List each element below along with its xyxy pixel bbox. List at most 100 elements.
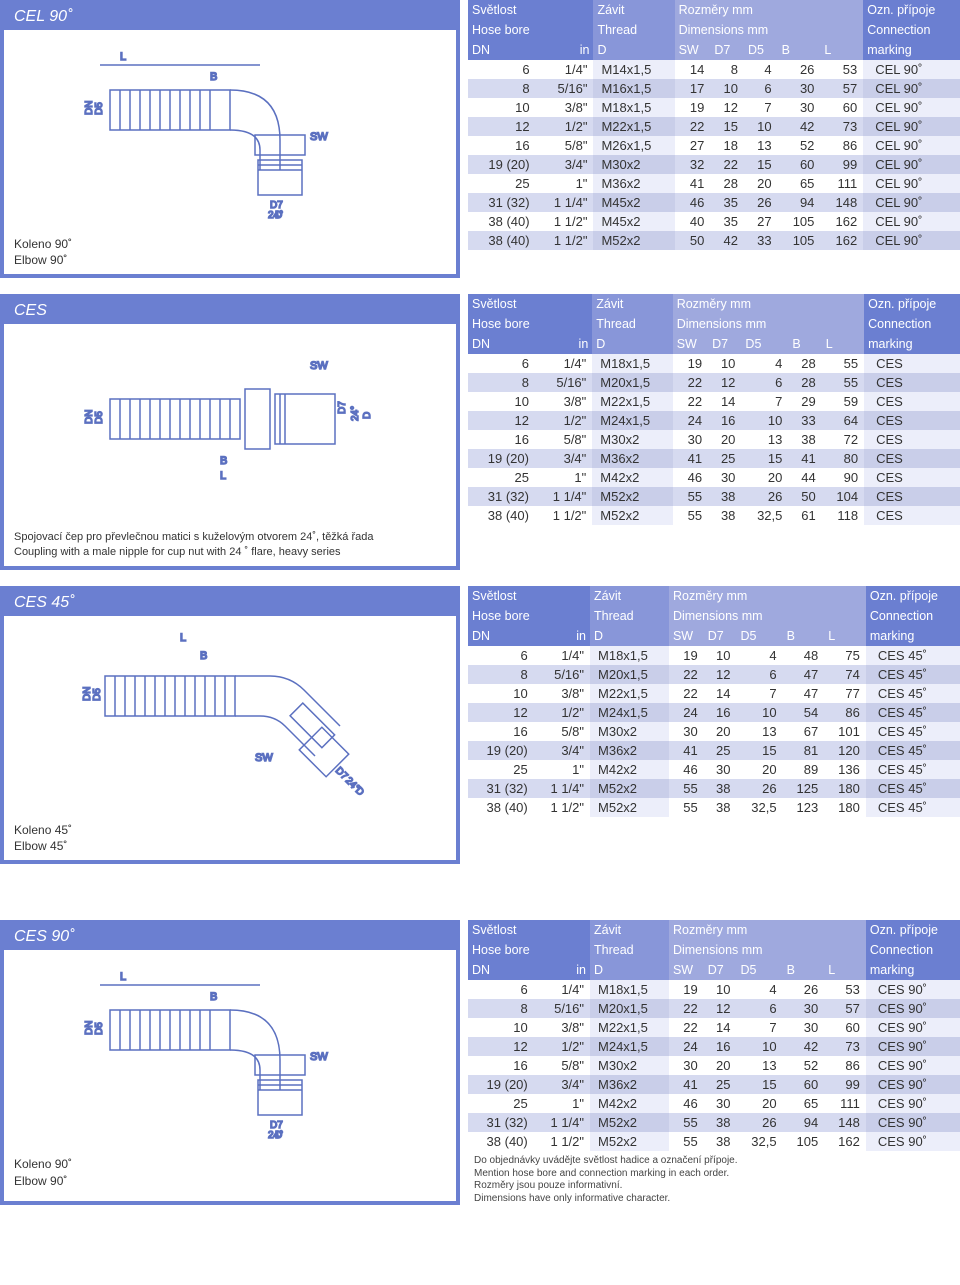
cell-in: 1 1/4"	[534, 1113, 590, 1132]
cell-d7: 15	[710, 117, 744, 136]
cell-thread: M36x2	[592, 449, 672, 468]
cell-in: 1/4"	[534, 646, 590, 665]
table-row: 31 (32)1 1/4"M45x246352694148CEL 90˚	[468, 193, 960, 212]
cell-d7: 14	[704, 684, 737, 703]
cell-sw: 30	[669, 1056, 704, 1075]
cell-sw: 55	[669, 798, 704, 817]
cell-sw: 22	[669, 684, 704, 703]
svg-text:B: B	[210, 991, 217, 1003]
svg-text:D7: D7	[337, 401, 348, 414]
cell-dn: 38 (40)	[468, 212, 536, 231]
hdr-l: L	[824, 626, 866, 646]
cell-marking: CES	[864, 430, 960, 449]
cell-d5: 15	[741, 449, 788, 468]
hdr-marking: marking	[866, 960, 960, 980]
cell-b: 47	[783, 684, 825, 703]
cell-l: 53	[820, 60, 863, 79]
diagram-panel: CEL 90˚LBSWD724°DDND5Koleno 90˚Elbow 90˚	[0, 0, 460, 278]
cell-d5: 32,5	[741, 506, 788, 525]
cell-marking: CES 45˚	[866, 703, 960, 722]
cell-l: 162	[820, 212, 863, 231]
cell-b: 33	[788, 411, 821, 430]
cell-marking: CES 90˚	[866, 1075, 960, 1094]
cell-dn: 12	[468, 703, 534, 722]
cell-dn: 12	[468, 117, 536, 136]
table-row: 38 (40)1 1/2"M52x2553832,561118CES	[468, 506, 960, 525]
cell-b: 28	[788, 354, 821, 373]
cell-dn: 31 (32)	[468, 487, 535, 506]
cell-d5: 4	[744, 60, 778, 79]
svg-text:B: B	[220, 455, 227, 467]
cell-d7: 38	[704, 798, 737, 817]
cell-thread: M52x2	[590, 1113, 669, 1132]
table-row: 85/16"M20x1,5221264774CES 45˚	[468, 665, 960, 684]
table-row: 31 (32)1 1/4"M52x255382694148CES 90˚	[468, 1113, 960, 1132]
cell-marking: CES 90˚	[866, 1018, 960, 1037]
cell-d5: 13	[744, 136, 778, 155]
cell-l: 53	[824, 980, 866, 999]
cell-dn: 10	[468, 684, 534, 703]
hdr-in: in	[536, 40, 594, 60]
cell-d7: 35	[710, 193, 744, 212]
cell-sw: 22	[669, 665, 704, 684]
cell-d5: 7	[736, 684, 782, 703]
cell-thread: M30x2	[593, 155, 674, 174]
cell-l: 148	[824, 1113, 866, 1132]
table-row: 38 (40)1 1/2"M45x2403527105162CEL 90˚	[468, 212, 960, 231]
table-row: 165/8"M26x1,52718135286CEL 90˚	[468, 136, 960, 155]
hdr-hose-cz: Světlost	[468, 294, 592, 314]
cell-l: 104	[822, 487, 864, 506]
cell-in: 3/8"	[535, 392, 592, 411]
cell-in: 5/16"	[534, 999, 590, 1018]
cell-l: 73	[820, 117, 863, 136]
cell-l: 86	[820, 136, 863, 155]
table-row: 121/2"M24x1,52416103364CES	[468, 411, 960, 430]
hdr-mark-cz: Ozn. přípoje	[866, 920, 960, 940]
cell-thread: M52x2	[590, 1132, 669, 1151]
cell-thread: M24x1,5	[590, 703, 669, 722]
hdr-d: D	[590, 626, 669, 646]
technical-drawing: LBSWD724°DDND5	[4, 616, 456, 816]
cell-sw: 19	[673, 354, 708, 373]
hdr-dims-cz: Rozměry mm	[669, 920, 866, 940]
cell-thread: M36x2	[590, 741, 669, 760]
table-row: 38 (40)1 1/2"M52x2504233105162CEL 90˚	[468, 231, 960, 250]
cell-l: 111	[824, 1094, 866, 1113]
cell-dn: 12	[468, 1037, 534, 1056]
cell-b: 60	[778, 155, 821, 174]
cell-d7: 30	[708, 468, 741, 487]
cell-b: 47	[783, 665, 825, 684]
cell-b: 94	[778, 193, 821, 212]
cell-sw: 41	[669, 1075, 704, 1094]
technical-drawing: LBSWD724°DDND5	[4, 950, 456, 1150]
hdr-dims-cz: Rozměry mm	[675, 0, 864, 20]
cell-d5: 13	[741, 430, 788, 449]
cell-sw: 19	[669, 646, 704, 665]
cell-d7: 25	[704, 741, 737, 760]
cell-in: 3/4"	[535, 449, 592, 468]
cell-b: 38	[788, 430, 821, 449]
cell-thread: M22x1,5	[593, 117, 674, 136]
hdr-mark-en: Connection	[866, 606, 960, 626]
cell-b: 28	[788, 373, 821, 392]
svg-text:SW: SW	[255, 752, 273, 764]
table-row: 19 (20)3/4"M36x24125154180CES	[468, 449, 960, 468]
hdr-l: L	[822, 334, 864, 354]
cell-b: 60	[783, 1075, 825, 1094]
hdr-in: in	[535, 334, 592, 354]
cell-d5: 6	[736, 999, 782, 1018]
hdr-dims-en: Dimensions mm	[673, 314, 864, 334]
cell-marking: CES 90˚	[866, 1113, 960, 1132]
svg-text:L: L	[180, 632, 186, 644]
hdr-l: L	[824, 960, 866, 980]
cell-l: 57	[824, 999, 866, 1018]
cell-in: 1"	[534, 1094, 590, 1113]
cell-d5: 10	[744, 117, 778, 136]
cell-dn: 38 (40)	[468, 506, 535, 525]
cell-thread: M22x1,5	[590, 684, 669, 703]
hdr-marking: marking	[866, 626, 960, 646]
cell-dn: 25	[468, 468, 535, 487]
cell-l: 77	[824, 684, 866, 703]
cell-marking: CES 45˚	[866, 684, 960, 703]
hdr-in: in	[534, 960, 590, 980]
